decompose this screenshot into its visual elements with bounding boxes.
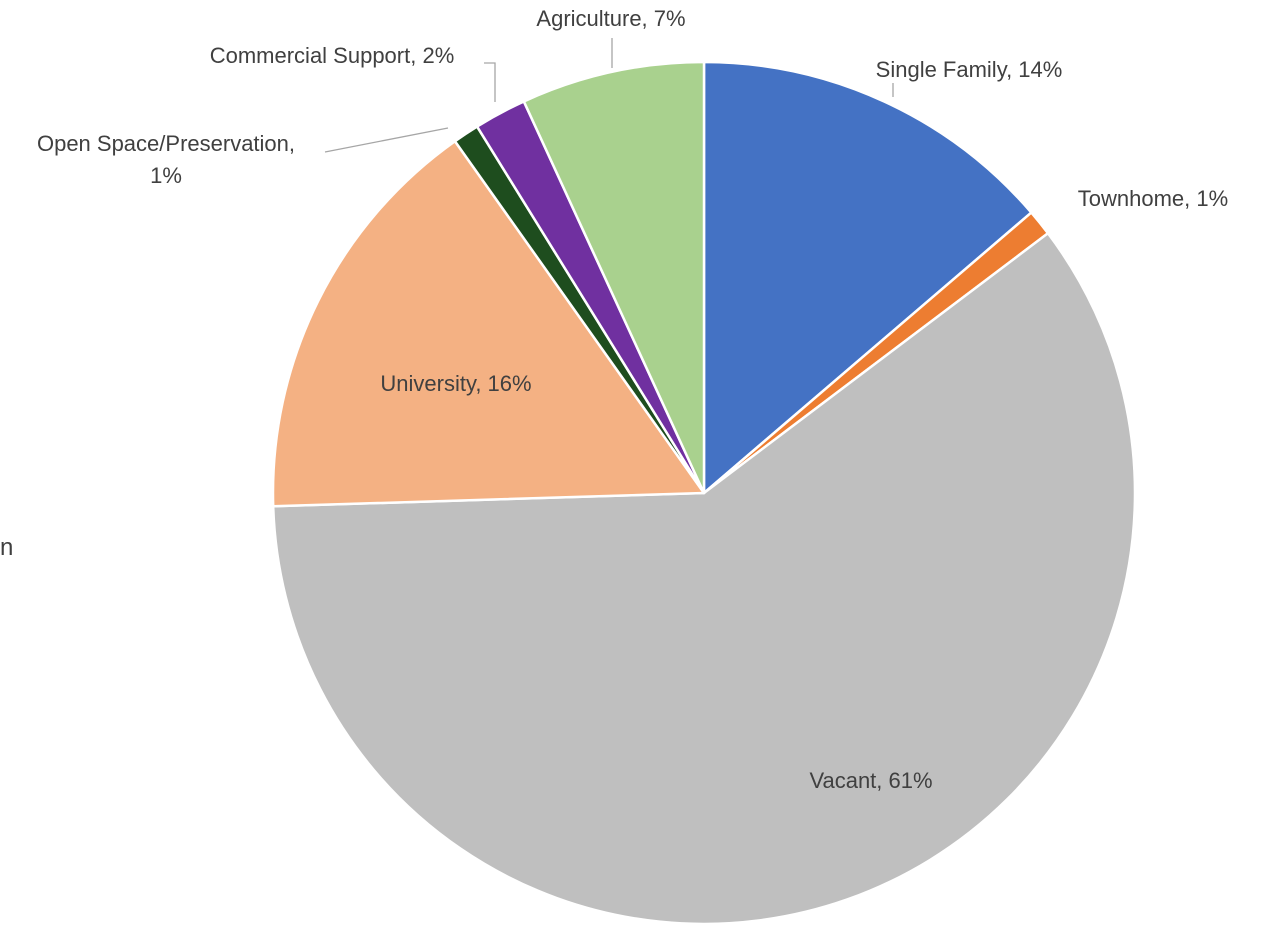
pie-slice-vacant [271, 232, 1137, 926]
data-labels: Single Family, 14% Townhome, 1% Vacant, 61… [37, 6, 1228, 793]
pie-slices [271, 60, 1137, 926]
data-label-townhome: Townhome, 1% [1078, 186, 1228, 211]
data-label-agriculture: Agriculture, 7% [536, 6, 685, 31]
data-label-university: University, 16% [380, 371, 531, 396]
data-label-vacant: Vacant, 61% [809, 768, 932, 793]
pie-slice-agriculture [522, 60, 706, 495]
leader-line-open-space [324, 127, 449, 153]
data-label-single-family: Single Family, 14% [876, 57, 1063, 82]
leader-line-commercial-support [484, 62, 496, 102]
pie-slice-single-family [702, 60, 1033, 495]
data-label-open-space-preservation: Open Space/Preservation, 1% [37, 131, 295, 188]
leader-lines [324, 38, 894, 153]
partial-text-fragment: n [0, 534, 14, 561]
data-label-commercial-support: Commercial Support, 2% [210, 43, 455, 68]
pie-slice-university [271, 139, 706, 508]
